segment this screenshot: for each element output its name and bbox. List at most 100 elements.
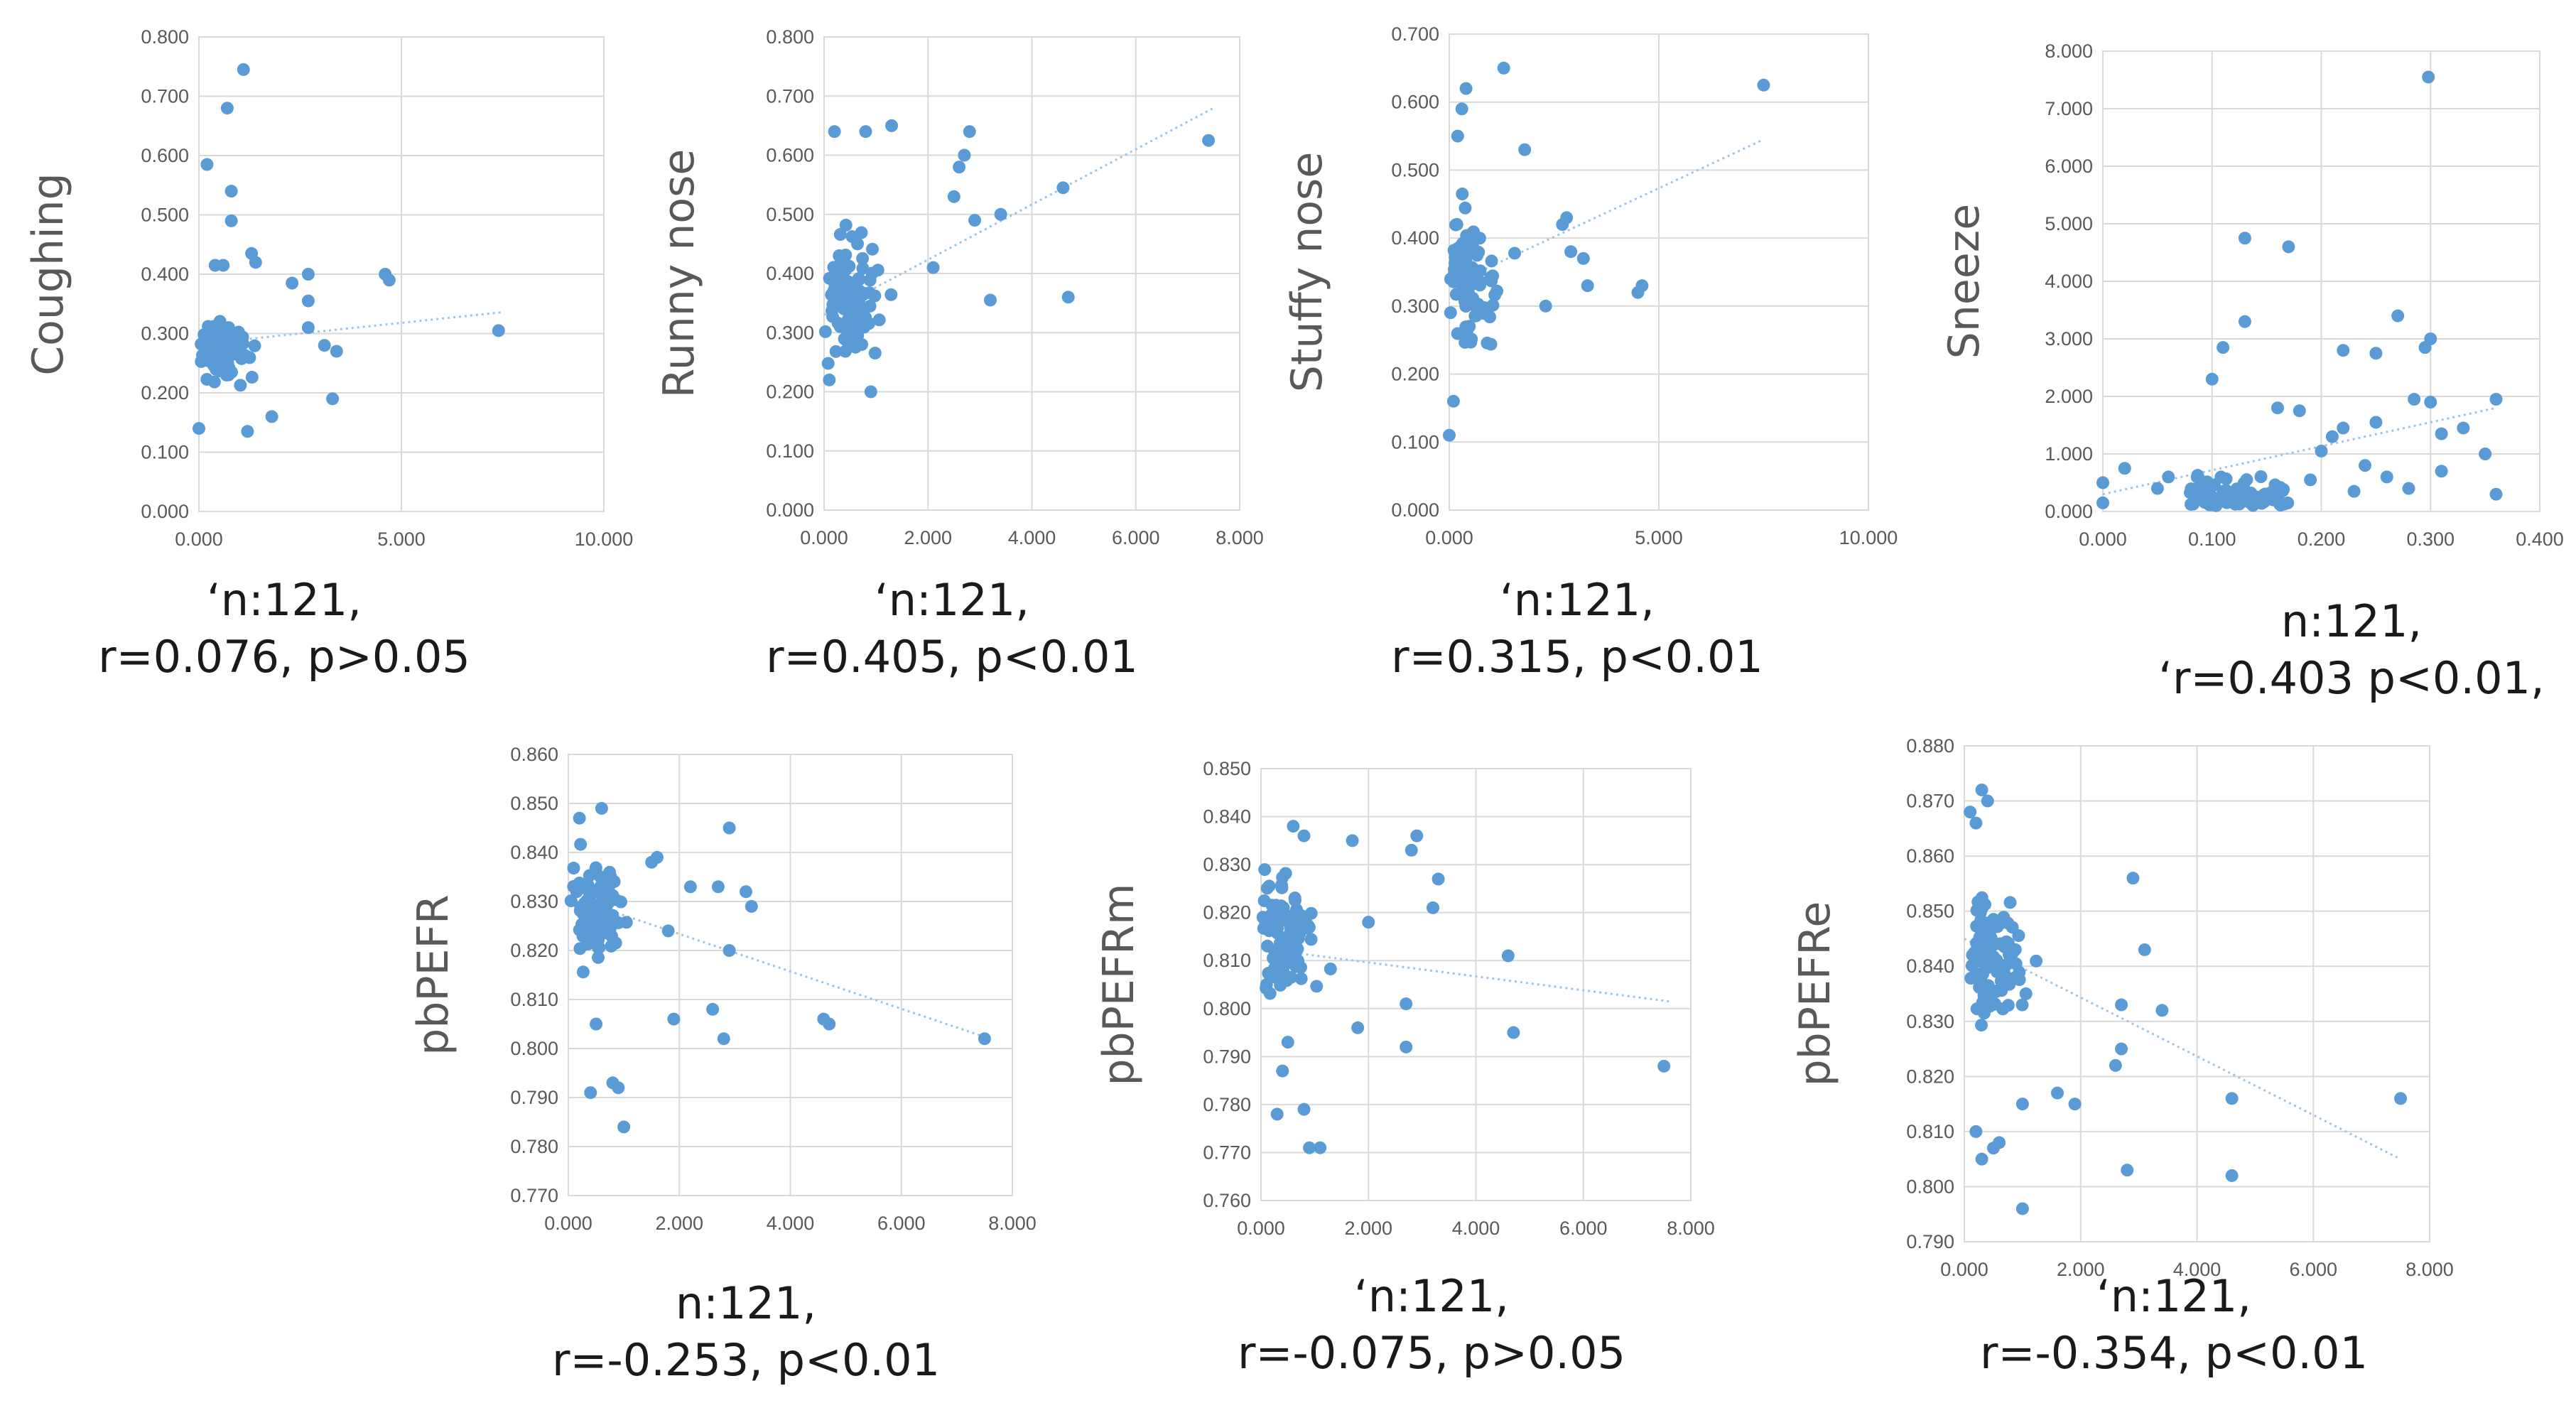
y-tick-label: 0.840 [1906,955,1954,977]
data-point [2185,497,2198,511]
trend-line [2102,406,2496,496]
data-point [234,379,247,392]
data-point [1969,1125,1983,1138]
trend-line [823,107,1215,316]
data-point [1314,1141,1327,1154]
data-point [1258,863,1272,877]
caption-line-stats: r=-0.075, p>0.05 [1237,1327,1626,1379]
data-point [1993,1136,2006,1149]
x-tick-label: 8.000 [1667,1218,1715,1239]
data-point [984,293,997,307]
chart-pbpefr: 0.770 0.780 0.790 0.800 0.810 0.820 0.830 0.840… [408,744,1037,1234]
data-point [843,286,857,300]
x-tick-label: 4.000 [1452,1218,1500,1239]
data-point [1444,272,1457,286]
data-point [1346,834,1359,847]
data-point [1310,980,1324,993]
chart-runny-nose: 0.000 0.100 0.200 0.300 0.400 0.500 0.600 0.700… [654,26,1264,548]
x-tick-label: 8.000 [1216,527,1264,548]
y-tick-label: 0.840 [1203,806,1251,828]
data-point [1974,970,1988,984]
data-point [843,308,856,321]
x-tick-label: 6.000 [877,1213,926,1234]
data-point [1280,974,1294,987]
caption-line-stats: r=0.076, p>0.05 [98,631,470,683]
y-tick-label: 0.850 [1906,901,1954,922]
data-point [2204,492,2217,506]
data-point [1410,829,1424,843]
data-point [1975,1152,1988,1166]
data-point [717,1032,730,1046]
data-point [2274,499,2288,512]
data-point [1444,306,1457,320]
data-point [2030,954,2043,968]
trend-line [1260,947,1669,1003]
data-point [851,237,865,251]
data-point [865,242,879,256]
y-tick-label: 0.400 [141,264,189,285]
y-tick-label: 0.800 [141,26,189,48]
data-point [833,228,847,242]
data-point [617,1120,631,1134]
data-point [994,207,1007,221]
y-tick-label: 0.200 [766,381,814,403]
data-point [202,320,215,333]
data-point [1463,292,1476,305]
data-point [857,286,870,300]
data-point [492,324,505,337]
data-point [1294,972,1308,985]
y-tick-label: 0.810 [510,989,558,1010]
y-tick-label: 0.780 [1203,1094,1251,1115]
y-tick-label: 0.600 [766,145,814,166]
x-tick-label: 2.000 [655,1213,703,1234]
data-point [605,939,618,953]
y-tick-label: 0.500 [766,204,814,225]
data-point [2435,465,2448,478]
data-point [573,811,586,825]
data-point [2225,1169,2239,1182]
data-point [1987,916,2001,929]
chart-pbpefrm: 0.760 0.770 0.780 0.790 0.800 0.810 0.820 0.830… [1094,758,1715,1239]
data-point [1061,291,1075,304]
data-point [1443,428,1456,442]
y-tick-label: 0.600 [141,145,189,166]
data-point [885,119,899,132]
data-point [1455,102,1468,116]
data-point [2489,487,2503,501]
data-point [2225,1092,2239,1105]
data-point [2402,482,2415,495]
data-point [2359,459,2371,472]
x-tick-label: 0.300 [2406,529,2455,550]
data-point [209,347,222,360]
data-point [1281,1036,1294,1049]
data-point [330,345,343,358]
data-point [2408,393,2421,406]
y-axis-label: Sneeze [1939,204,1989,359]
data-point [1276,1064,1289,1078]
data-point [829,345,843,358]
data-point [581,928,595,941]
data-point [1564,245,1578,259]
data-point [826,304,839,318]
data-point [1518,143,1532,156]
data-point [583,885,596,899]
x-tick-label: 0.000 [544,1213,592,1234]
data-point [823,373,836,386]
data-point [2380,470,2393,484]
y-axis-label: pbPEFRe [1790,901,1840,1087]
data-point [220,102,234,115]
data-point [1981,794,1994,808]
data-point [838,263,852,276]
data-point [1490,284,1504,298]
caption-line-n: ‘n:121, [1354,1270,1509,1322]
data-point [225,337,239,351]
x-tick-label: 0.000 [800,527,848,548]
y-tick-label: 0.810 [1906,1121,1954,1142]
data-point [853,273,866,286]
data-point [1257,894,1271,907]
data-point [1988,937,2002,950]
data-point [1265,909,1278,922]
data-point [1282,909,1295,923]
data-point [567,862,580,875]
data-point [1581,279,1594,293]
